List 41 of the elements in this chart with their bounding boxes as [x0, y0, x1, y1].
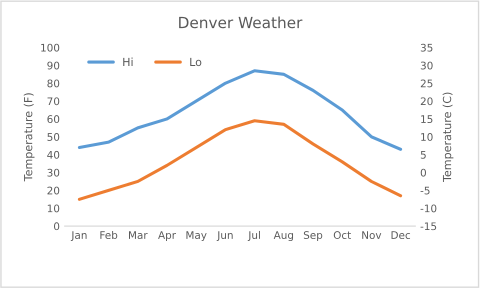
y2-tick-label: 25 — [420, 79, 432, 88]
y2-tick-label: -15 — [420, 222, 436, 230]
y-tick-label: 10 — [48, 204, 60, 212]
x-tick-label: Feb — [100, 230, 118, 240]
y2-tick-label: 35 — [420, 44, 432, 52]
x-tick-label: Sep — [304, 231, 322, 242]
x-tick-label: Mar — [128, 231, 148, 240]
y2-tick-label: -10 — [420, 204, 436, 212]
y2-tick-label: 15 — [421, 115, 432, 124]
y2-tick-label: 5 — [420, 151, 426, 159]
legend-label: Lo — [190, 58, 202, 66]
legend-label: Hi — [123, 58, 133, 66]
x-tick-label: Jan — [70, 231, 87, 241]
y-axis-title: Temperature (F) — [24, 93, 34, 182]
y-tick-label: 40 — [47, 150, 60, 159]
y-tick-label: 70 — [48, 97, 60, 106]
y2-tick-label: 30 — [420, 62, 433, 70]
y-tick-label: 0 — [54, 222, 60, 230]
y-tick-label: 30 — [47, 168, 60, 177]
x-tick-label: Jun — [216, 231, 233, 241]
line-series — [78, 69, 402, 151]
y-tick-label: 60 — [47, 115, 60, 124]
x-tick-label: Dec — [392, 231, 410, 240]
y2-tick-label: 20 — [420, 97, 433, 106]
y2-tick-label: -5 — [420, 186, 430, 194]
y-tick-label: 50 — [47, 133, 60, 141]
y2-tick-label: 0 — [420, 168, 426, 177]
y-tick-label: 100 — [41, 44, 60, 52]
y2-axis-title: Temperature (C) — [442, 92, 454, 182]
x-tick-label: May — [186, 231, 207, 242]
chart-title: Denver Weather — [179, 16, 302, 28]
y-tick-label: 20 — [47, 186, 60, 194]
y-tick-label: 80 — [47, 79, 60, 88]
x-tick-label: Nov — [362, 231, 382, 240]
x-tick-label: Apr — [158, 231, 176, 242]
y2-tick-label: 10 — [421, 133, 433, 141]
x-tick-label: Oct — [334, 231, 351, 240]
y-tick-label: 90 — [47, 62, 60, 70]
line-series — [78, 119, 402, 201]
x-tick-label: Jul — [248, 230, 260, 241]
x-tick-label: Aug — [274, 231, 294, 242]
